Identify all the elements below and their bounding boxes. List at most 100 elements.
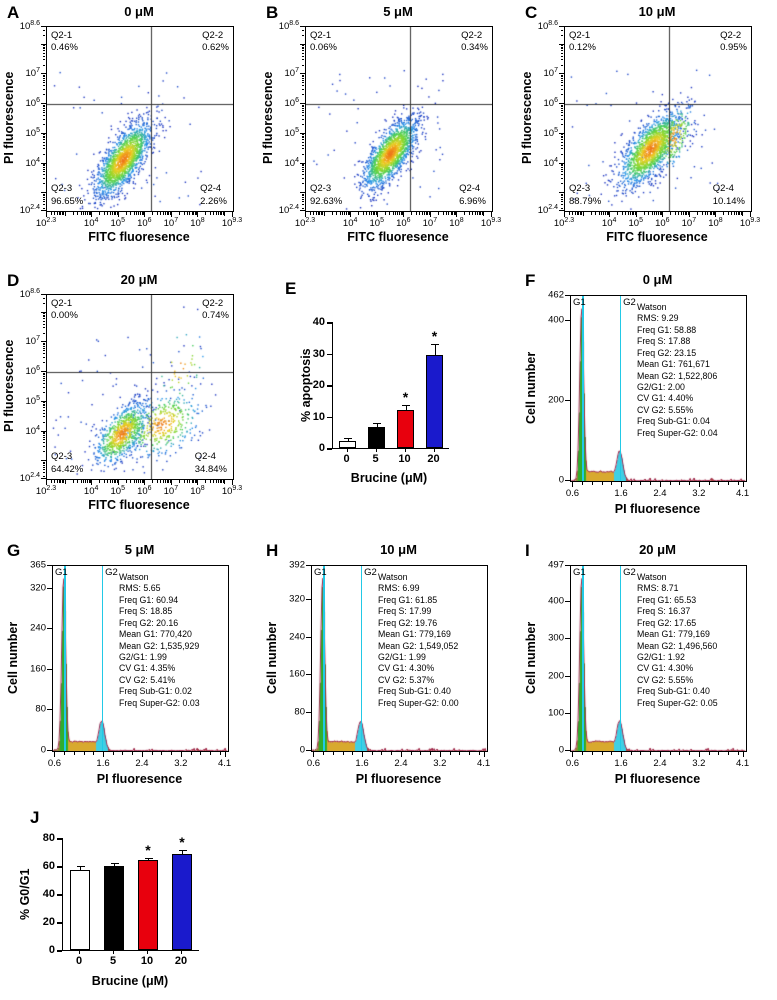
y-tick-label: 0 [40,744,46,756]
panel-B-title: 5 μM [383,4,413,19]
y-tick-label: 106 [284,97,299,110]
x-minor-tick [331,212,333,215]
tick-exponent: 5 [554,126,558,134]
y-minor-tick [42,153,45,155]
y-minor-tick [42,402,45,404]
x-minor-tick [89,480,91,483]
density-scatter-canvas [306,27,492,211]
y-minor-tick [301,48,304,50]
tick-exponent: 2.4 [548,203,558,211]
y-tick-label: 105 [284,126,299,139]
y-tick-label: 0 [318,442,325,454]
y-minor-tick [560,204,563,205]
x-minor-tick [193,480,195,483]
x-minor-tick [437,212,439,215]
x-minor-tick [475,212,477,215]
x-minor-tick [430,752,432,755]
x-tick-label: 102.3 [35,217,57,230]
tick-exponent: 8 [459,217,464,224]
x-minor-tick [156,480,158,483]
x-minor-tick [469,212,471,215]
x-minor-tick [630,482,632,485]
x-minor-tick [656,212,658,215]
x-minor-tick [178,480,180,483]
quadrant-name: Q2-1 [569,30,591,41]
y-minor-tick [42,148,45,150]
x-minor-tick [113,480,115,483]
y-minor-tick [560,82,563,84]
x-minor-tick [140,480,142,483]
x-minor-tick [423,212,425,215]
x-minor-tick [130,480,132,483]
panel-C: C 10 μM PI fluorescence Q2-1 0.12% Q2-2 0.… [518,0,777,258]
quadrant-value: 0.74% [202,310,229,322]
y-tick-mark [306,750,311,751]
x-tick-mark [439,752,441,757]
x-minor-tick [464,212,466,215]
y-minor-tick [42,94,45,96]
panel-D: D 20 μM PI fluorescence Q2-1 0.00% Q2-2 0.… [0,268,259,526]
x-minor-tick [591,752,593,755]
y-minor-tick [301,45,304,47]
tick-exponent: 2.3 [46,217,57,224]
x-minor-tick [152,480,154,483]
x-minor-tick [88,212,90,215]
y-minor-tick [301,148,304,150]
x-tick-mark [46,480,47,485]
y-tick-label: 160 [30,663,46,675]
y-minor-tick [560,178,563,180]
y-minor-tick [42,431,45,433]
x-minor-tick [87,212,89,215]
x-tick-mark [144,480,146,485]
x-minor-tick [580,212,582,215]
y-tick-label: 200 [548,394,564,406]
panel-D-quadrant-Q2-1: Q2-1 0.00% [51,298,78,323]
x-tick-label: 109.3 [221,485,243,498]
x-minor-tick [221,480,223,483]
x-minor-tick [63,212,65,215]
x-minor-tick [133,480,135,483]
quadrant-name: Q2-3 [51,183,73,195]
x-tick-mark [403,212,405,217]
y-minor-tick [42,52,45,54]
tick-exponent: 5 [121,217,125,224]
g2-marker-line [620,566,622,751]
x-minor-tick [83,212,85,215]
panel-E-y-axis-label: % apoptosis [299,348,313,422]
tick-exponent: 5 [295,126,299,134]
x-minor-tick [654,212,656,215]
y-minor-tick [301,76,304,78]
panel-H-watson-stats: Watson RMS: 6.99 Freq G1: 61.85 Freq S: … [378,572,459,708]
x-tick-label: 107 [163,485,179,498]
y-tick-mark [57,894,62,896]
g2-label: G2 [623,297,636,308]
x-minor-tick [421,212,423,215]
y-minor-tick [560,134,563,136]
panel-G-letter: G [7,541,21,560]
x-tick-label: 2.4 [394,758,408,769]
x-minor-tick [339,212,341,215]
y-minor-tick [42,302,45,304]
x-tick-mark [224,752,226,757]
x-tick-label: 1.6 [355,758,369,769]
x-minor-tick [313,212,315,215]
tick-exponent: 7 [174,217,179,224]
panel-A-title: 0 μM [124,4,154,19]
panel-C-quadrant-Q2-3: Q2-3 88.79% [569,183,601,208]
y-tick-label: 106 [543,97,558,110]
x-minor-tick [309,212,311,215]
x-minor-tick [627,212,629,215]
x-minor-tick [453,212,455,215]
y-tick-label: 108.6 [19,19,40,33]
y-minor-tick [301,193,304,195]
y-minor-tick [42,421,45,423]
x-decade-tick [224,480,226,484]
x-minor-tick [189,212,191,215]
y-max-tick-mark [47,565,52,566]
x-minor-tick [368,212,370,215]
error-bar [148,857,149,861]
x-minor-tick [111,212,113,215]
x-minor-tick [64,752,66,755]
significance-star: * [179,833,185,850]
density-scatter-canvas [47,27,233,211]
